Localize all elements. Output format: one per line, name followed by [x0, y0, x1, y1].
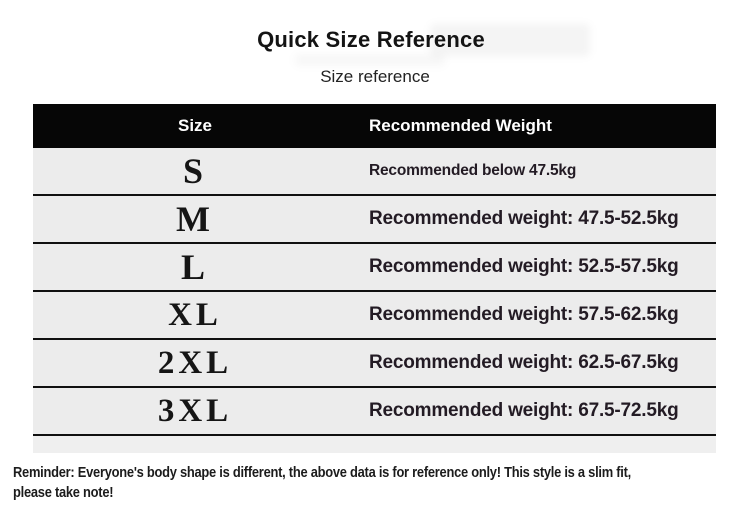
watermark-smudge — [295, 54, 445, 66]
size-table: Size Recommended Weight S Recommended bel… — [33, 104, 716, 453]
size-cell: L — [180, 247, 209, 287]
weight-cell: Recommended weight: 67.5-72.5kg — [369, 400, 679, 421]
reminder-line: please take note! — [13, 484, 114, 501]
table-row: 3XL Recommended weight: 67.5-72.5kg — [33, 388, 716, 436]
header-size-label: Size — [177, 116, 213, 135]
page-subtitle: Size reference — [320, 67, 430, 86]
weight-cell: Recommended weight: 47.5-52.5kg — [369, 208, 679, 229]
watermark-smudge — [430, 24, 590, 56]
page-title: Quick Size Reference — [257, 27, 485, 52]
table-row: S Recommended below 47.5kg — [33, 148, 716, 196]
weight-cell: Recommended weight: 57.5-62.5kg — [369, 304, 679, 325]
table-row: M Recommended weight: 47.5-52.5kg — [33, 196, 716, 244]
weight-cell: Recommended weight: 52.5-57.5kg — [369, 256, 679, 277]
size-cell: S — [182, 151, 208, 191]
reminder-line: Reminder: Everyone's body shape is diffe… — [13, 464, 631, 481]
reminder-note: Reminder: Everyone's body shape is diffe… — [13, 463, 647, 503]
size-cell: 2XL — [157, 344, 233, 381]
weight-cell: Recommended below 47.5kg — [369, 162, 577, 179]
size-cell: M — [176, 199, 214, 239]
size-cell: XL — [168, 296, 222, 333]
table-body: S Recommended below 47.5kg M Recommended we… — [33, 148, 716, 436]
weight-cell: Recommended weight: 62.5-67.5kg — [369, 352, 679, 373]
table-tail-row — [33, 436, 716, 453]
table-row: 2XL Recommended weight: 62.5-67.5kg — [33, 340, 716, 388]
table-row: L Recommended weight: 52.5-57.5kg — [33, 244, 716, 292]
table-row: XL Recommended weight: 57.5-62.5kg — [33, 292, 716, 340]
header-weight-label: Recommended Weight — [369, 116, 552, 135]
table-header-row: Size Recommended Weight — [33, 104, 716, 148]
size-cell: 3XL — [157, 392, 233, 429]
